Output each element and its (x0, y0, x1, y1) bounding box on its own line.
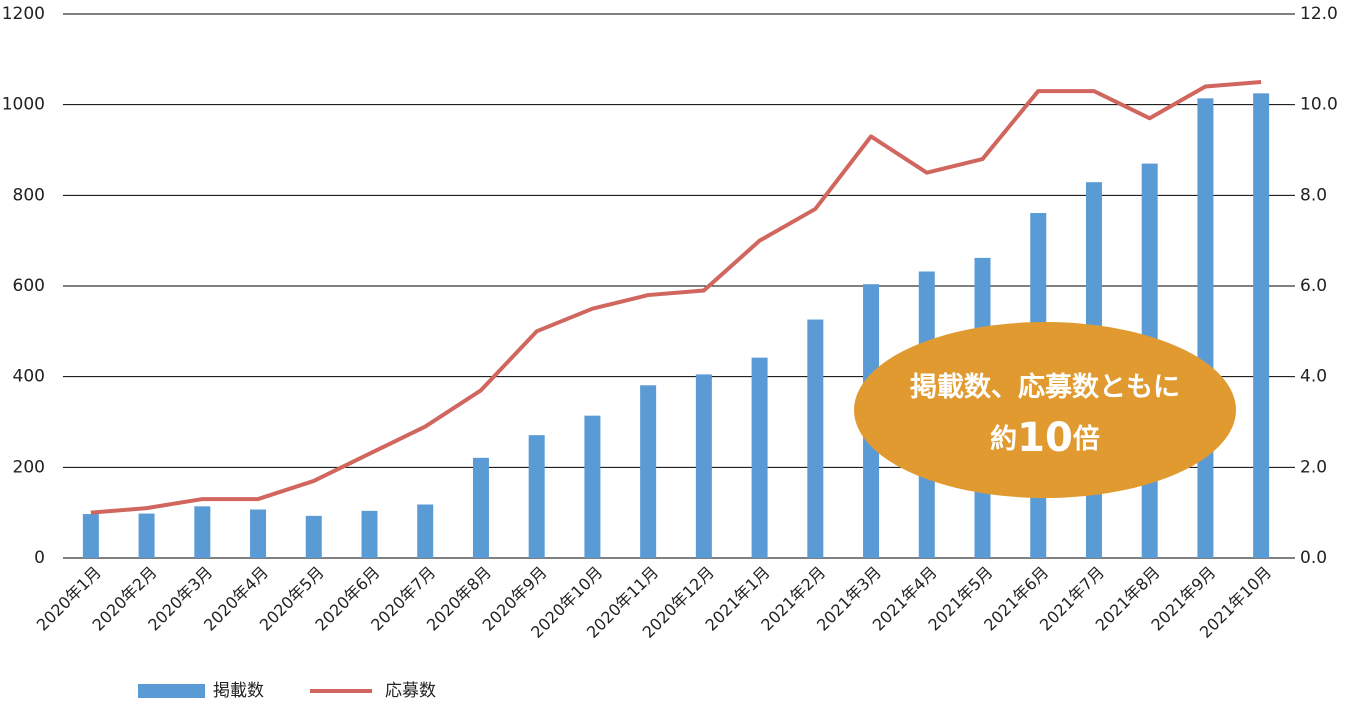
bar (417, 504, 434, 558)
annotation-emphasis: 10 (1017, 415, 1073, 461)
annotation: 掲載数、応募数ともに 約10倍 (854, 322, 1236, 498)
y2-tick-label: 0.0 (1300, 548, 1327, 568)
legend-swatch (138, 684, 205, 698)
bar (194, 506, 211, 558)
bar (305, 515, 322, 558)
y2-tick-label: 12.0 (1300, 4, 1338, 24)
y-tick-label: 0 (34, 548, 45, 568)
y2-tick-label: 8.0 (1300, 185, 1327, 205)
bar (751, 357, 768, 558)
y-tick-label: 1000 (2, 95, 45, 115)
annotation-bubble (854, 322, 1236, 498)
bar (138, 513, 155, 558)
y2-tick-label: 4.0 (1300, 367, 1327, 387)
bar (584, 415, 601, 558)
y-tick-label: 600 (13, 276, 45, 296)
bar (361, 510, 378, 558)
bar (472, 457, 489, 558)
legend-label: 応募数 (385, 681, 436, 701)
y2-tick-label: 2.0 (1300, 457, 1327, 477)
bar (528, 435, 545, 558)
bar (82, 514, 99, 558)
bar (807, 319, 824, 558)
y-tick-label: 800 (13, 185, 45, 205)
annotation-line1: 掲載数、応募数ともに (910, 371, 1180, 403)
annotation-text: 掲載数、応募数ともに (910, 371, 1180, 403)
y-tick-label: 1200 (2, 4, 45, 24)
legend-label: 掲載数 (213, 681, 264, 701)
bar (640, 385, 657, 558)
bar (1253, 93, 1270, 558)
y-tick-label: 400 (13, 367, 45, 387)
y2-tick-label: 6.0 (1300, 276, 1327, 296)
annotation-line2: 約10倍 (990, 415, 1100, 461)
bar (1197, 98, 1214, 558)
bar (695, 374, 712, 558)
annotation-text: 倍 (1073, 423, 1100, 455)
y-tick-label: 200 (13, 457, 45, 477)
y2-tick-label: 10.0 (1300, 95, 1338, 115)
bar (250, 509, 267, 558)
line (90, 80, 1262, 515)
annotation-text: 約 (990, 423, 1017, 455)
